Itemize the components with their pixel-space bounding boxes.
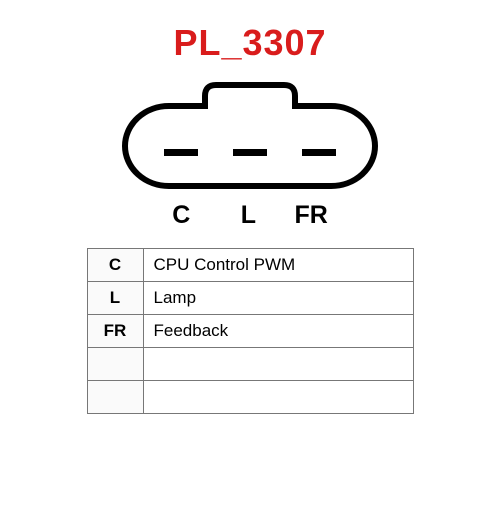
legend-key [87, 381, 143, 414]
legend-value: CPU Control PWM [143, 249, 413, 282]
table-row: FRFeedback [87, 315, 413, 348]
table-row: CCPU Control PWM [87, 249, 413, 282]
legend-key: L [87, 282, 143, 315]
legend-value [143, 348, 413, 381]
table-row [87, 381, 413, 414]
connector-diagram [0, 72, 500, 197]
legend-key: C [87, 249, 143, 282]
table-row [87, 348, 413, 381]
legend-table: CCPU Control PWMLLampFRFeedback [87, 248, 414, 414]
table-row: LLamp [87, 282, 413, 315]
legend-value: Feedback [143, 315, 413, 348]
part-number-title: PL_3307 [0, 22, 500, 64]
connector-svg [122, 72, 378, 192]
pin-labels-row: C L FR [0, 201, 500, 230]
legend-key: FR [87, 315, 143, 348]
pin-label-l: L [241, 201, 256, 230]
legend-value [143, 381, 413, 414]
legend-key [87, 348, 143, 381]
pin-label-fr: FR [294, 201, 327, 230]
legend-value: Lamp [143, 282, 413, 315]
pin-label-c: C [172, 201, 190, 230]
